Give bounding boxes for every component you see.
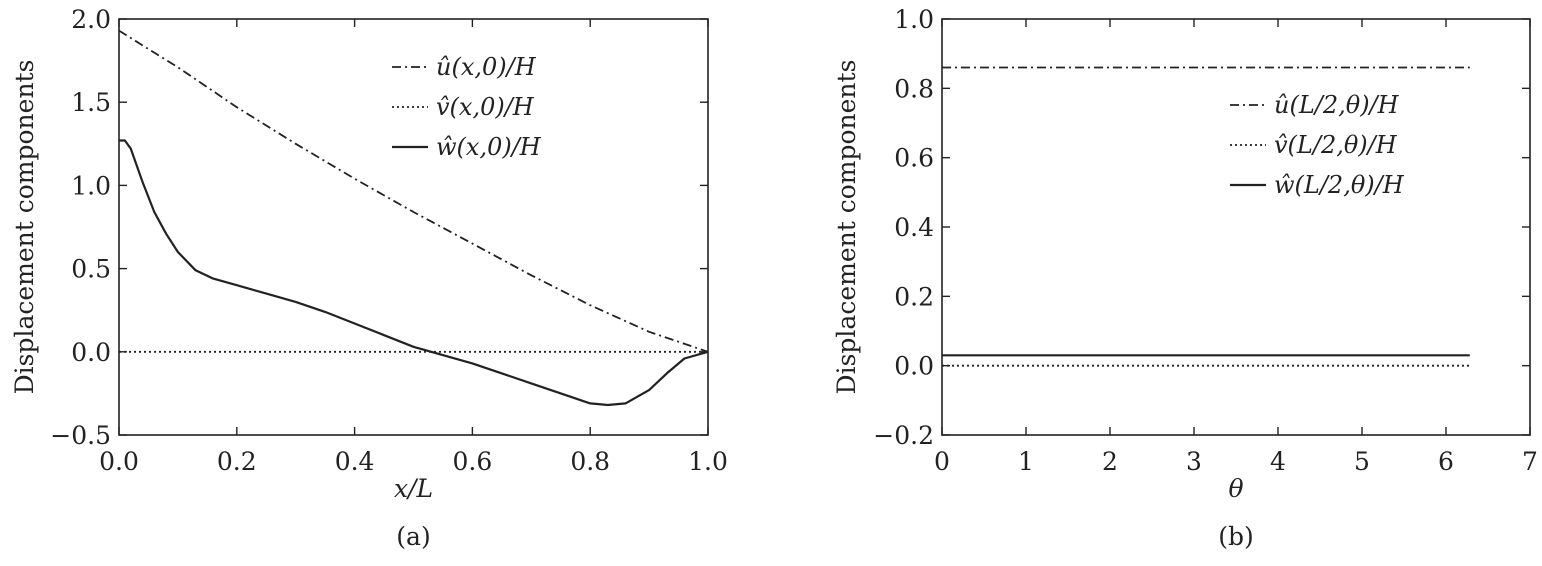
legend-label: û(x,0)/H bbox=[436, 53, 537, 81]
x-tick-label: 7 bbox=[1522, 447, 1538, 476]
x-tick-label: 6 bbox=[1438, 447, 1454, 476]
chart-panel-b: 0 1 2 3 4 5 6 7 −0.2 0.0 0.2 0.4 0.6 0.8 1.0 θ Displacem… bbox=[832, 5, 1538, 551]
legend-label: ŵ(L/2,θ)/H bbox=[1274, 171, 1405, 199]
plot-frame bbox=[941, 18, 1531, 436]
x-tick-label: 1 bbox=[1018, 447, 1034, 476]
x-tick-label: 0.6 bbox=[453, 447, 493, 476]
chart-panel-a: 0.0 0.2 0.4 0.6 0.8 1.0−0.50.00.51.01.52.0x/L… bbox=[10, 5, 728, 551]
y-tick-label: 0.2 bbox=[894, 282, 934, 311]
series-line-solid bbox=[119, 139, 709, 407]
y-tick-label: 0.0 bbox=[894, 352, 934, 381]
y-axis-title: Displacement components bbox=[10, 60, 39, 395]
y-axis-title: Displacement components bbox=[832, 60, 861, 395]
legend-label: ŵ(x,0)/H bbox=[436, 133, 542, 161]
legend-label: v̂(x,0)/H bbox=[436, 93, 535, 121]
panel-caption: (b) bbox=[1218, 522, 1254, 551]
y-tick-label: −0.5 bbox=[50, 421, 111, 450]
y-tick-label: 0.5 bbox=[71, 255, 111, 284]
x-tick-label: 0.8 bbox=[570, 447, 610, 476]
y-tick-label: 0.6 bbox=[894, 144, 934, 173]
x-tick-label: 2 bbox=[1102, 447, 1118, 476]
panel-caption: (a) bbox=[396, 522, 430, 551]
y-tick-label: 0.4 bbox=[894, 213, 934, 242]
y-tick-label: 1.5 bbox=[71, 88, 111, 117]
y-tick-label: 2.0 bbox=[71, 5, 111, 34]
plot-frame bbox=[118, 18, 709, 436]
x-tick-label: 0.0 bbox=[99, 447, 139, 476]
x-tick-label: 1.0 bbox=[688, 447, 728, 476]
y-tick-label: 1.0 bbox=[894, 5, 934, 34]
x-tick-label: 4 bbox=[1270, 447, 1286, 476]
series-line-dashdot bbox=[118, 29, 709, 353]
x-tick-label: 0 bbox=[934, 447, 950, 476]
x-tick-label: 0.2 bbox=[217, 447, 257, 476]
x-tick-label: 0.4 bbox=[335, 447, 375, 476]
x-axis-title: x/L bbox=[394, 474, 433, 503]
legend-label: v̂(L/2,θ)/H bbox=[1274, 131, 1398, 159]
y-tick-label: 0.8 bbox=[894, 74, 934, 103]
y-tick-label: 1.0 bbox=[71, 171, 111, 200]
y-tick-label: 0.0 bbox=[71, 338, 111, 367]
y-tick-label: −0.2 bbox=[873, 421, 934, 450]
legend-label: û(L/2,θ)/H bbox=[1274, 91, 1400, 119]
x-tick-label: 5 bbox=[1354, 447, 1370, 476]
x-axis-title: θ bbox=[1228, 474, 1243, 503]
x-tick-label: 3 bbox=[1186, 447, 1202, 476]
